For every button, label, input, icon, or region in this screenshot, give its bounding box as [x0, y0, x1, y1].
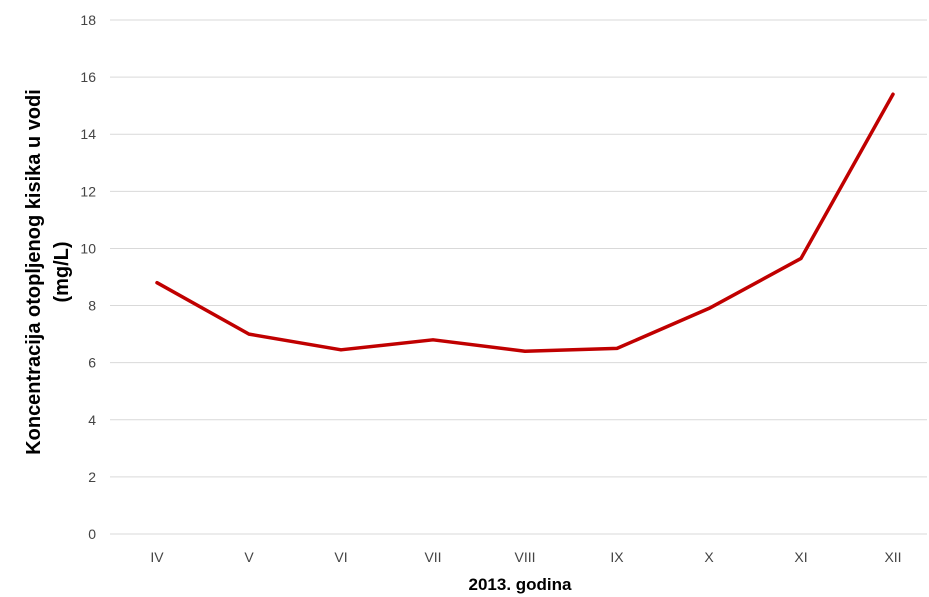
data-point — [431, 338, 435, 342]
y-tick-label: 8 — [88, 298, 96, 314]
y-tick-label: 14 — [80, 126, 96, 142]
x-axis-title: 2013. godina — [469, 575, 573, 594]
y-tick-label: 4 — [88, 412, 96, 428]
y-axis-title-line-2: (mg/L) — [51, 241, 73, 302]
x-tick-label: V — [244, 549, 254, 565]
y-tick-label: 12 — [80, 183, 96, 199]
data-point — [339, 348, 343, 352]
data-point — [523, 349, 527, 353]
y-axis-title: Koncentracija otopljenog kisika u vodi (… — [23, 89, 73, 455]
y-axis-ticks: 0 2 4 6 8 10 12 14 16 18 — [80, 12, 96, 542]
data-point — [615, 346, 619, 350]
y-tick-label: 18 — [80, 12, 96, 28]
data-point — [799, 256, 803, 260]
data-point — [891, 92, 895, 96]
series-layer — [155, 92, 895, 353]
x-tick-label: IX — [610, 549, 624, 565]
y-tick-label: 2 — [88, 469, 96, 485]
y-tick-label: 16 — [80, 69, 96, 85]
x-tick-label: X — [704, 549, 714, 565]
x-axis-ticks: IV V VI VII VIII IX X XI XII — [150, 549, 901, 565]
y-tick-label: 0 — [88, 526, 96, 542]
series-line — [155, 92, 895, 353]
x-tick-label: XII — [884, 549, 901, 565]
x-tick-label: VII — [424, 549, 441, 565]
x-tick-label: XI — [794, 549, 807, 565]
x-tick-label: VIII — [514, 549, 535, 565]
data-point — [707, 306, 711, 310]
y-axis-title-line-1: Koncentracija otopljenog kisika u vodi — [23, 89, 45, 455]
y-tick-label: 6 — [88, 355, 96, 371]
y-tick-label: 10 — [80, 240, 96, 256]
x-tick-label: VI — [334, 549, 347, 565]
gridlines — [110, 19, 927, 535]
data-point — [247, 332, 251, 336]
data-point — [155, 281, 159, 285]
x-tick-label: IV — [150, 549, 164, 565]
